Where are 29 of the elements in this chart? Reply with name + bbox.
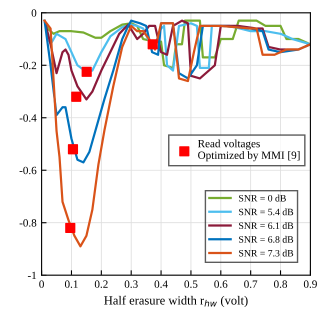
- legend-label: SNR = 6.1 dB: [239, 222, 294, 230]
- y-tick-label: -0.4: [20, 114, 37, 122]
- y-tick-label: -0.2: [20, 62, 36, 70]
- x-axis-title: Half erasure width r$_{hw}$ (volt): [104, 296, 248, 308]
- point: [65, 222, 76, 234]
- x-tick-label: 0.8: [274, 280, 288, 288]
- x-tick-label: 0.5: [184, 280, 198, 288]
- x-tick-label: 0: [39, 280, 44, 288]
- x-tick-label: 0.6: [214, 280, 228, 288]
- legend-label: Read voltages Optimized by MMI [9]: [198, 140, 300, 162]
- point: [68, 144, 78, 154]
- x-tick-label: 0.1: [64, 280, 78, 288]
- point: [71, 92, 82, 102]
- line-series: [43, 20, 310, 248]
- y-tick-label: -0.8: [20, 219, 36, 227]
- x-tick-label: 0.4: [154, 280, 168, 288]
- legend-label: SNR = 0 dB: [239, 194, 286, 202]
- x-tick-label: 0.3: [124, 280, 138, 288]
- point: [148, 39, 158, 50]
- x-tick-label: 0.9: [304, 280, 317, 288]
- y-tick-label: -0.6: [20, 166, 36, 174]
- x-tick-label: 0.7: [244, 280, 258, 288]
- x-tick-label: 0.2: [94, 280, 108, 288]
- legend-label: SNR = 5.4 dB: [239, 208, 294, 216]
- y-tick-label: -1: [28, 272, 36, 280]
- legend-label: SNR = 7.3 dB: [239, 250, 294, 257]
- point: [82, 66, 92, 77]
- y-tick-label: 0: [32, 9, 36, 17]
- legend-label: SNR = 6.8 dB: [239, 236, 294, 243]
